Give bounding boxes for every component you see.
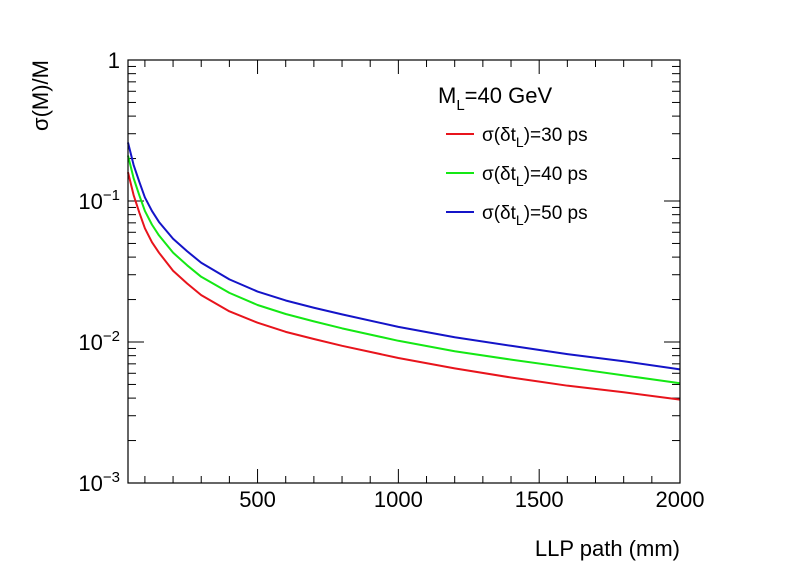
y-tick-label: 1 xyxy=(108,48,120,73)
y-axis-title: σ(M)/M xyxy=(28,60,53,131)
legend-label-2: σ(δtL)=40 ps xyxy=(482,164,588,189)
legend-label-1: σ(δtL)=30 ps xyxy=(482,125,588,150)
y-tick-label: 10−2 xyxy=(78,328,120,355)
series-lines xyxy=(127,142,681,401)
plot-frame xyxy=(127,59,681,484)
x-tick-label: 2000 xyxy=(656,487,705,512)
series-line-3 xyxy=(127,142,681,371)
series-line-2 xyxy=(127,155,681,385)
legend-title: ML=40 GeV xyxy=(438,83,552,114)
legend: ML=40 GeV σ(δtL)=30 ps σ(δtL)=40 ps σ(δtL)… xyxy=(438,83,588,228)
tick-labels: 500 1000 1500 2000 1 10−1 10−2 10−3 xyxy=(78,48,704,512)
tick-marks xyxy=(128,60,681,484)
x-axis-title: LLP path (mm) xyxy=(535,536,680,561)
series-line-1 xyxy=(127,171,681,401)
x-tick-label: 1500 xyxy=(515,487,564,512)
legend-label-3: σ(δtL)=50 ps xyxy=(482,203,588,228)
x-tick-label: 1000 xyxy=(374,487,423,512)
y-tick-label: 10−1 xyxy=(78,187,120,214)
y-tick-label: 10−3 xyxy=(78,469,120,496)
x-tick-label: 500 xyxy=(239,487,276,512)
